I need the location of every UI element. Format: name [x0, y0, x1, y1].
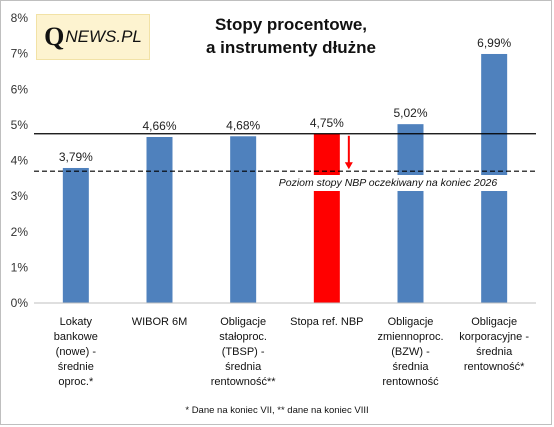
x-category-label: Obligacje zmiennoproc. (BZW) - średnia rento…: [365, 315, 457, 390]
x-category-label: Obligacje stałoproc. (TBSP) - średnia rentow…: [197, 315, 289, 390]
x-category-line: Obligacje: [220, 316, 267, 328]
qnews-logo: Q NEWS.PL: [36, 14, 150, 60]
data-label: 5,02%: [393, 106, 427, 120]
data-label: 3,79%: [59, 150, 93, 164]
y-tick-label: 5%: [11, 118, 29, 132]
bar: [313, 133, 340, 303]
chart-title: Stopy procentowe, a instrumenty dłużne: [181, 13, 401, 59]
red-arrow-head: [344, 162, 353, 170]
x-category-label: Obligacje korporacyjne - średnia rentowność…: [448, 315, 540, 375]
y-tick-label: 3%: [11, 189, 29, 203]
x-category-line: Obligacje: [471, 316, 518, 328]
x-category-line: WIBOR 6M: [131, 316, 188, 328]
y-tick-label: 1%: [11, 260, 29, 274]
bar: [230, 136, 257, 303]
x-category-line: Lokaty: [59, 316, 93, 328]
data-label: 4,66%: [142, 119, 176, 133]
bar: [397, 124, 424, 303]
y-tick-label: 4%: [11, 154, 29, 168]
data-label: 4,75%: [310, 116, 344, 130]
x-category-line: (TBSP) -: [221, 346, 265, 358]
y-tick-label: 2%: [11, 225, 29, 239]
data-label: 6,99%: [477, 36, 511, 50]
y-tick-label: 7%: [11, 47, 29, 61]
annotation-label: Poziom stopy NBP oczekiwany na koniec 20…: [259, 175, 517, 191]
x-category-label: WIBOR 6M: [114, 315, 206, 330]
x-category-label: Lokaty bankowe (nowe) - średnie oproc.*: [30, 315, 122, 390]
x-category-line: Stopa ref. NBP: [290, 316, 364, 328]
footnote: * Dane na koniec VII, ** dane na koniec …: [185, 405, 369, 416]
chart-title-line-2: a instrumenty dłużne: [205, 38, 377, 57]
x-category-line: średnia: [476, 346, 513, 358]
x-category-line: rentowność**: [210, 376, 276, 388]
x-category-line: średnia: [225, 361, 262, 373]
x-category-line: średnia: [392, 361, 429, 373]
x-category-line: bankowe: [53, 331, 98, 343]
x-category-line: stałoproc.: [219, 331, 267, 343]
data-label: 4,68%: [226, 118, 260, 132]
x-category-label: Stopa ref. NBP: [281, 315, 373, 330]
x-category-line: zmiennoproc.: [377, 331, 444, 343]
y-tick-label: 8%: [11, 11, 29, 25]
x-category-line: rentowność: [382, 376, 439, 388]
chart-title-line-1: Stopy procentowe,: [214, 15, 368, 34]
bar: [146, 136, 173, 303]
x-category-line: średnie: [57, 361, 94, 373]
y-tick-label: 6%: [11, 82, 29, 96]
y-tick-label: 0%: [11, 296, 29, 310]
x-category-line: Obligacje: [387, 316, 434, 328]
x-category-line: (nowe) -: [55, 346, 96, 358]
x-category-line: oproc.*: [58, 376, 94, 388]
bar: [62, 167, 89, 303]
x-category-line: rentowność*: [463, 361, 525, 373]
x-category-line: korporacyjne -: [459, 331, 529, 343]
x-category-line: (BZW) -: [391, 346, 430, 358]
